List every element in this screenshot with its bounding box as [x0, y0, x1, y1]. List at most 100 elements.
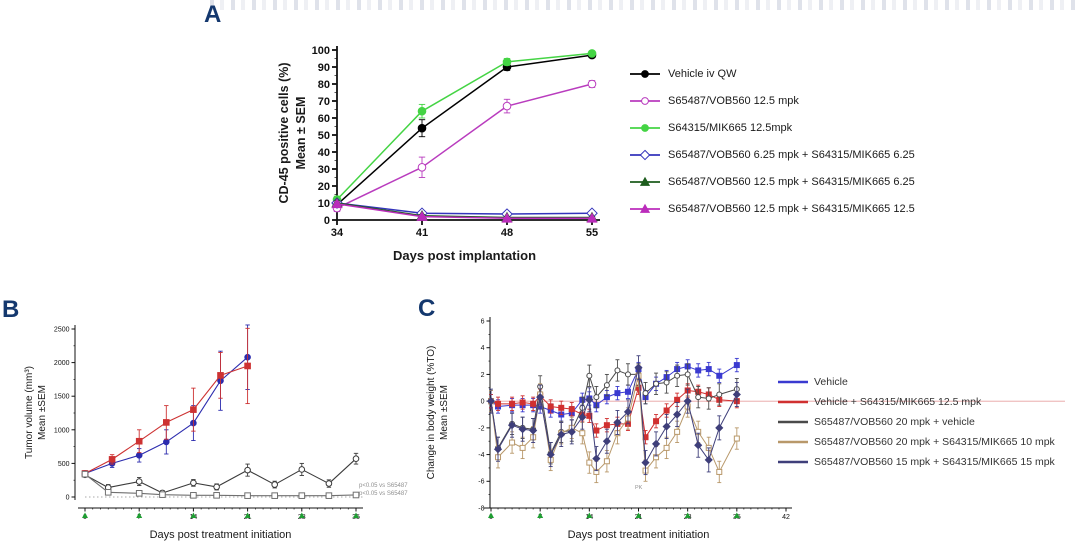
dose-arrow-icon: [488, 512, 494, 518]
series-b-2: [81, 327, 251, 477]
dose-arrow-icon: [244, 512, 251, 518]
dose-arrow-icon: [586, 512, 593, 518]
legend-item-label: S64315/MIK665 12.5mpk: [668, 121, 793, 134]
svg-text:2500: 2500: [54, 326, 70, 333]
x-axis-label: Days post treatment initiation: [568, 529, 710, 541]
chart-b-plot-area: 071421283505001000150020002500Days post …: [24, 324, 408, 541]
series-s65487-vob560-12-5-mpk-s64315-mik665-12-5: [331, 198, 598, 223]
svg-text:6: 6: [481, 318, 485, 325]
dose-arrow-icon: [635, 512, 642, 518]
legend-item-label: Vehicle iv QW: [668, 67, 737, 80]
series-vehicle: [488, 357, 740, 422]
svg-text:1500: 1500: [54, 394, 70, 401]
legend-item-label: S65487/VOB560 15 mpk + S64315/MIK665 15 …: [814, 456, 1055, 468]
svg-text:70: 70: [318, 96, 330, 108]
svg-text:-6: -6: [478, 479, 484, 486]
svg-text:60: 60: [318, 113, 330, 125]
svg-text:4: 4: [481, 345, 485, 352]
legend-key-icon: [630, 203, 660, 213]
legend-item: S65487/VOB560 20 mpk + vehicle: [778, 412, 1055, 432]
series-vehicle-s64315-mik665-12-5-mpk: [488, 380, 740, 445]
legend-item-label: S65487/VOB560 20 mpk + S64315/MIK665 10 …: [814, 436, 1055, 448]
dose-arrow-icon: [190, 512, 197, 518]
svg-text:10: 10: [318, 198, 330, 210]
dose-arrow-icon: [733, 512, 740, 518]
legend-item: S65487/VOB560 15 mpk + S64315/MIK665 15 …: [778, 452, 1055, 472]
svg-text:0: 0: [66, 494, 70, 501]
legend-key-icon: [778, 400, 808, 404]
annotation-text: PK: [635, 485, 643, 491]
series-s65487-vob560-12-5-mpk: [332, 79, 597, 213]
annotation-text: p<0.05 vs S65487: [359, 483, 408, 489]
dose-arrow-icon: [684, 512, 691, 518]
legend-item: S64315/MIK665 12.5mpk: [630, 114, 915, 141]
panel-b-label: B: [2, 296, 20, 323]
svg-text:-2: -2: [478, 425, 484, 432]
y-axis-label-line-1: Tumor volume (mm³): [24, 366, 35, 459]
svg-text:55: 55: [586, 227, 598, 239]
chart-b-tumor-volume-line-plot: 071421283505001000150020002500Days post …: [24, 324, 408, 541]
axis-ticks: 34 41 48 55 0 10 20 30 40 50 60 70 80 90 100: [312, 45, 598, 239]
legend-item-label: S65487/VOB560 12.5 mpk: [668, 94, 799, 107]
legend-item: Vehicle: [778, 372, 1055, 392]
y-axis-label-line-1: CD-45 positive cells (%): [277, 62, 291, 203]
legend-item-label: S65487/VOB560 20 mpk + vehicle: [814, 416, 975, 428]
panel-a-label: A: [204, 1, 222, 28]
svg-text:41: 41: [416, 227, 428, 239]
legend-item-label: S65487/VOB560 6.25 mpk + S64315/MIK665 6…: [668, 148, 915, 161]
dose-arrow-icon: [136, 512, 143, 518]
series-b-4: [81, 470, 360, 499]
svg-text:42: 42: [782, 514, 790, 521]
watermark-strip: [210, 0, 1080, 10]
legend-key-icon: [630, 69, 660, 78]
svg-text:500: 500: [58, 461, 70, 468]
legend-key-icon: [630, 123, 660, 132]
legend-item-label: Vehicle: [814, 376, 848, 388]
svg-text:0: 0: [324, 215, 330, 227]
svg-text:-4: -4: [478, 452, 484, 459]
series-s64315-mik665-12-5mpk: [332, 49, 597, 204]
legend-key-icon: [778, 460, 808, 464]
axis-ticks: 071421283505001000150020002500: [54, 326, 360, 521]
chart-a-legend: Vehicle iv QW S65487/VOB560 12.5 mpk S6431…: [630, 60, 915, 222]
svg-text:90: 90: [318, 62, 330, 74]
legend-item: Vehicle + S64315/MIK665 12.5 mpk: [778, 392, 1055, 412]
x-axis-label: Days post implantation: [393, 248, 536, 263]
series-s65487-vob560-15-mpk-s64315-mik665-15-mpk: [486, 355, 741, 476]
svg-text:80: 80: [318, 79, 330, 91]
legend-item-label: S65487/VOB560 12.5 mpk + S64315/MIK665 6…: [668, 175, 915, 188]
legend-item: S65487/VOB560 12.5 mpk: [630, 87, 915, 114]
svg-text:34: 34: [331, 227, 344, 239]
chart-a-plot-area: 34 41 48 55 0 10 20 30 40 50 60 70 80 90 100 Days post …: [277, 45, 600, 263]
svg-text:2: 2: [481, 372, 485, 379]
svg-text:48: 48: [501, 227, 513, 239]
svg-text:100: 100: [312, 45, 330, 57]
chart-c-legend: Vehicle Vehicle + S64315/MIK665 12.5 mpk S…: [778, 372, 1055, 472]
legend-item: Vehicle iv QW: [630, 60, 915, 87]
legend-item: S65487/VOB560 20 mpk + S64315/MIK665 10 …: [778, 432, 1055, 452]
y-axis-label-line-2: Mean ±SEM: [439, 385, 450, 440]
dose-arrow-icon: [537, 512, 544, 518]
legend-key-icon: [630, 176, 660, 186]
legend-key-icon: [630, 149, 660, 160]
svg-text:2000: 2000: [54, 360, 70, 367]
svg-text:1000: 1000: [54, 427, 70, 434]
y-axis-label-line-1: Change in body weight (%TO): [426, 346, 437, 480]
series-vehicle-iv-qw: [332, 50, 597, 209]
svg-text:30: 30: [318, 164, 330, 176]
dose-arrow-icon: [82, 512, 88, 518]
legend-key-icon: [630, 96, 660, 105]
legend-item: S65487/VOB560 12.5 mpk + S64315/MIK665 6…: [630, 168, 915, 195]
svg-text:20: 20: [318, 181, 330, 193]
series-s65487-vob560-20-mpk-vehicle: [488, 359, 740, 465]
annotation-text: p<0.05 vs S65487: [359, 491, 408, 497]
svg-text:50: 50: [318, 130, 330, 142]
svg-text:0: 0: [481, 399, 485, 406]
legend-item: S65487/VOB560 6.25 mpk + S64315/MIK665 6…: [630, 141, 915, 168]
dose-arrow-icon: [298, 512, 305, 518]
legend-key-icon: [778, 440, 808, 444]
legend-key-icon: [778, 420, 808, 424]
svg-text:40: 40: [318, 147, 330, 159]
legend-item-label: S65487/VOB560 12.5 mpk + S64315/MIK665 1…: [668, 202, 915, 215]
